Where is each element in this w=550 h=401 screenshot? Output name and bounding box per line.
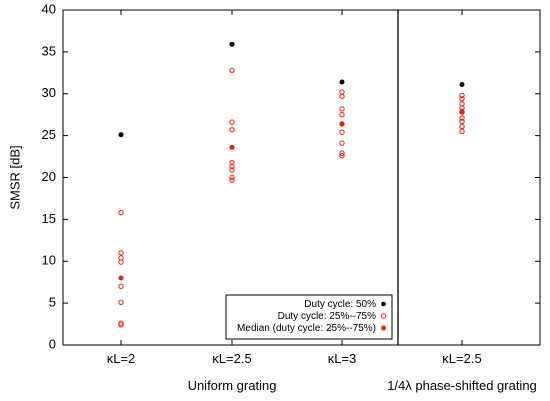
point-duty-25-75 bbox=[459, 123, 465, 130]
y-tick-label: 15 bbox=[42, 211, 56, 226]
point-duty-25-75 bbox=[229, 174, 235, 181]
point-duty-50 bbox=[459, 82, 465, 88]
legend-label-median: Median (duty cycle: 25%--75%) bbox=[237, 323, 376, 334]
point-duty-25-75 bbox=[118, 283, 124, 290]
point-duty-25-75 bbox=[339, 93, 345, 99]
y-tick-label: 40 bbox=[42, 1, 56, 16]
data-points bbox=[118, 41, 465, 328]
legend: Duty cycle: 50% Duty cycle: 25%--75% Med… bbox=[225, 294, 393, 340]
point-duty-25-75 bbox=[118, 299, 124, 305]
legend-marker-50 bbox=[381, 301, 386, 307]
group-label-uniform: Uniform grating bbox=[188, 378, 277, 393]
group-label-phase-shifted: 1/4λ phase-shifted grating bbox=[387, 378, 537, 393]
point-duty-25-75 bbox=[118, 320, 124, 326]
point-duty-25-75 bbox=[118, 259, 124, 265]
y-axis-title: SMSR [dB] bbox=[7, 145, 22, 209]
point-duty-25-75 bbox=[118, 209, 124, 216]
x-axis-ticks bbox=[120, 10, 463, 345]
point-duty-50 bbox=[118, 132, 124, 138]
category-labels: κL=2 κL=2.5 κL=3 κL=2.5 bbox=[107, 351, 482, 366]
point-median bbox=[229, 144, 235, 150]
point-median bbox=[459, 108, 465, 114]
point-duty-25-75 bbox=[229, 119, 235, 125]
category-label: κL=2 bbox=[107, 351, 136, 366]
point-duty-25-75 bbox=[118, 250, 124, 256]
y-tick-label: 30 bbox=[42, 85, 56, 100]
y-tick-label: 10 bbox=[42, 253, 56, 268]
point-median bbox=[118, 275, 124, 281]
y-tick-label: 5 bbox=[49, 295, 56, 310]
y-tick-label: 35 bbox=[42, 43, 56, 58]
point-duty-25-75 bbox=[118, 322, 124, 328]
legend-box bbox=[225, 294, 393, 340]
point-duty-25-75 bbox=[459, 118, 465, 125]
point-duty-25-75 bbox=[459, 96, 465, 102]
legend-marker-median bbox=[381, 325, 386, 331]
point-duty-50 bbox=[339, 79, 345, 85]
point-duty-25-75 bbox=[339, 150, 345, 156]
point-duty-25-75 bbox=[339, 129, 345, 135]
point-duty-25-75 bbox=[229, 127, 235, 133]
legend-label-50: Duty cycle: 50% bbox=[304, 299, 376, 310]
y-tick-label: 0 bbox=[49, 336, 56, 351]
point-median bbox=[339, 121, 345, 127]
point-duty-25-75 bbox=[459, 128, 465, 135]
y-tick-label: 20 bbox=[42, 169, 56, 184]
y-axis-ticks: 0 5 10 15 20 25 30 35 40 bbox=[42, 1, 540, 351]
point-duty-25-75 bbox=[339, 153, 345, 159]
point-duty-25-75 bbox=[459, 92, 465, 99]
point-duty-25-75 bbox=[339, 106, 345, 112]
category-label: κL=2.5 bbox=[212, 351, 251, 366]
point-duty-25-75 bbox=[229, 177, 235, 183]
point-duty-25-75 bbox=[459, 115, 465, 121]
category-label: κL=3 bbox=[328, 351, 357, 366]
category-label: κL=2.5 bbox=[442, 351, 481, 366]
point-duty-25-75 bbox=[229, 167, 235, 173]
legend-marker-25-75 bbox=[380, 313, 387, 319]
point-duty-50 bbox=[229, 41, 235, 47]
point-duty-25-75 bbox=[229, 67, 235, 74]
point-duty-25-75 bbox=[339, 111, 345, 118]
legend-label-25-75: Duty cycle: 25%--75% bbox=[278, 311, 376, 322]
point-duty-25-75 bbox=[229, 163, 235, 170]
y-tick-label: 25 bbox=[42, 127, 56, 142]
point-duty-25-75 bbox=[339, 140, 345, 146]
